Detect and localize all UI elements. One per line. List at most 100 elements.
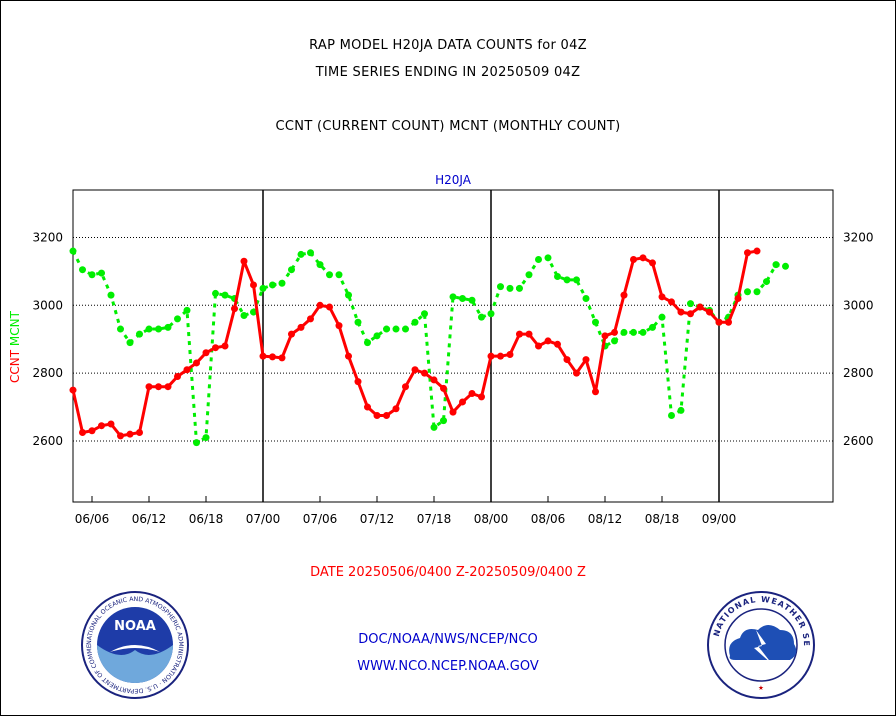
svg-text:★: ★: [758, 683, 764, 693]
data-point-ccnt: [383, 412, 390, 420]
data-point-ccnt: [107, 420, 115, 428]
data-point-ccnt: [402, 383, 409, 391]
y-tick-label-left: 2600: [32, 434, 63, 448]
data-point-ccnt: [544, 337, 552, 345]
data-point-mcnt: [563, 276, 571, 284]
x-tick-label: 07/00: [246, 512, 281, 526]
y-tick-label-left: 3000: [32, 298, 63, 312]
website-label: WWW.NCO.NCEP.NOAA.GOV: [357, 659, 539, 674]
data-point-mcnt: [136, 330, 143, 338]
data-point-ccnt: [582, 356, 590, 364]
data-point-ccnt: [183, 366, 191, 374]
data-point-ccnt: [601, 332, 609, 340]
data-point-mcnt: [288, 266, 295, 274]
data-point-ccnt: [117, 432, 124, 440]
data-point-ccnt: [440, 384, 447, 392]
data-point-mcnt: [782, 262, 789, 270]
data-point-mcnt: [525, 271, 533, 279]
data-point-mcnt: [155, 325, 162, 333]
data-point-mcnt: [611, 337, 618, 345]
data-point-mcnt: [145, 325, 153, 333]
data-point-mcnt: [658, 313, 666, 321]
data-point-ccnt: [174, 373, 181, 381]
data-point-mcnt: [516, 284, 523, 292]
data-point-ccnt: [221, 342, 229, 350]
data-point-mcnt: [506, 284, 514, 292]
x-tick-label: 08/00: [474, 512, 509, 526]
y-tick-label-left: 2800: [32, 366, 63, 380]
data-point-mcnt: [316, 261, 324, 269]
data-point-ccnt: [297, 323, 305, 331]
data-point-mcnt: [212, 289, 219, 297]
date-range-label: DATE 20250506/0400 Z-20250509/0400 Z: [310, 565, 586, 580]
chart-title-line2: TIME SERIES ENDING IN 20250509 04Z: [315, 65, 581, 80]
data-point-mcnt: [639, 328, 647, 336]
x-tick-label: 06/12: [132, 512, 167, 526]
data-point-mcnt: [430, 423, 438, 431]
data-point-ccnt: [468, 389, 476, 397]
data-point-ccnt: [687, 310, 694, 318]
series-line-mcnt: [71, 250, 786, 445]
data-point-ccnt: [212, 344, 219, 352]
data-point-mcnt: [668, 412, 675, 420]
data-point-mcnt: [373, 332, 381, 340]
data-point-ccnt: [668, 298, 675, 306]
data-point-mcnt: [573, 276, 580, 284]
data-point-ccnt: [259, 352, 267, 360]
data-point-ccnt: [231, 305, 238, 313]
data-point-ccnt: [696, 303, 704, 311]
data-point-mcnt: [278, 279, 286, 287]
data-point-ccnt: [573, 369, 580, 377]
data-point-mcnt: [620, 328, 628, 336]
data-point-ccnt: [88, 427, 96, 435]
data-point-ccnt: [240, 257, 248, 265]
data-point-mcnt: [402, 325, 409, 333]
data-point-ccnt: [145, 383, 153, 391]
data-point-mcnt: [440, 417, 447, 425]
data-point-mcnt: [478, 313, 485, 321]
data-point-ccnt: [250, 281, 257, 289]
data-point-mcnt: [497, 283, 504, 291]
data-point-mcnt: [88, 271, 96, 279]
y-axis-label-mcnt: MCNT: [8, 310, 22, 346]
data-point-mcnt: [98, 269, 105, 277]
data-point-ccnt: [649, 259, 656, 267]
data-point-ccnt: [354, 378, 362, 386]
data-point-mcnt: [240, 311, 248, 319]
data-point-mcnt: [535, 256, 542, 264]
data-point-mcnt: [592, 318, 599, 326]
data-point-ccnt: [392, 405, 400, 413]
data-point-ccnt: [725, 318, 732, 326]
data-point-ccnt: [525, 330, 533, 338]
data-point-mcnt: [383, 325, 390, 333]
data-point-ccnt: [497, 352, 504, 360]
data-point-mcnt: [468, 296, 476, 304]
data-point-mcnt: [364, 339, 371, 347]
data-point-ccnt: [563, 356, 571, 364]
data-point-ccnt: [364, 403, 371, 411]
data-point-ccnt: [506, 350, 514, 358]
data-point-ccnt: [715, 318, 723, 326]
data-point-mcnt: [202, 434, 210, 442]
data-point-mcnt: [582, 295, 590, 303]
data-point-mcnt: [107, 291, 115, 299]
data-point-ccnt: [706, 308, 713, 316]
y-axis-label: CCNT MCNT: [8, 310, 22, 383]
data-point-ccnt: [345, 352, 352, 360]
data-point-ccnt: [734, 295, 742, 303]
data-point-ccnt: [459, 398, 466, 406]
data-point-mcnt: [326, 271, 333, 279]
data-point-mcnt: [459, 295, 466, 303]
data-point-mcnt: [174, 315, 181, 323]
data-point-mcnt: [392, 325, 400, 333]
data-point-ccnt: [677, 308, 685, 316]
noaa-logo-text: NOAA: [114, 619, 156, 634]
x-tick-label: 06/06: [75, 512, 110, 526]
data-point-mcnt: [250, 308, 257, 316]
data-point-ccnt: [478, 393, 485, 401]
data-point-mcnt: [411, 318, 419, 326]
data-point-mcnt: [421, 310, 428, 318]
data-point-mcnt: [649, 323, 656, 331]
